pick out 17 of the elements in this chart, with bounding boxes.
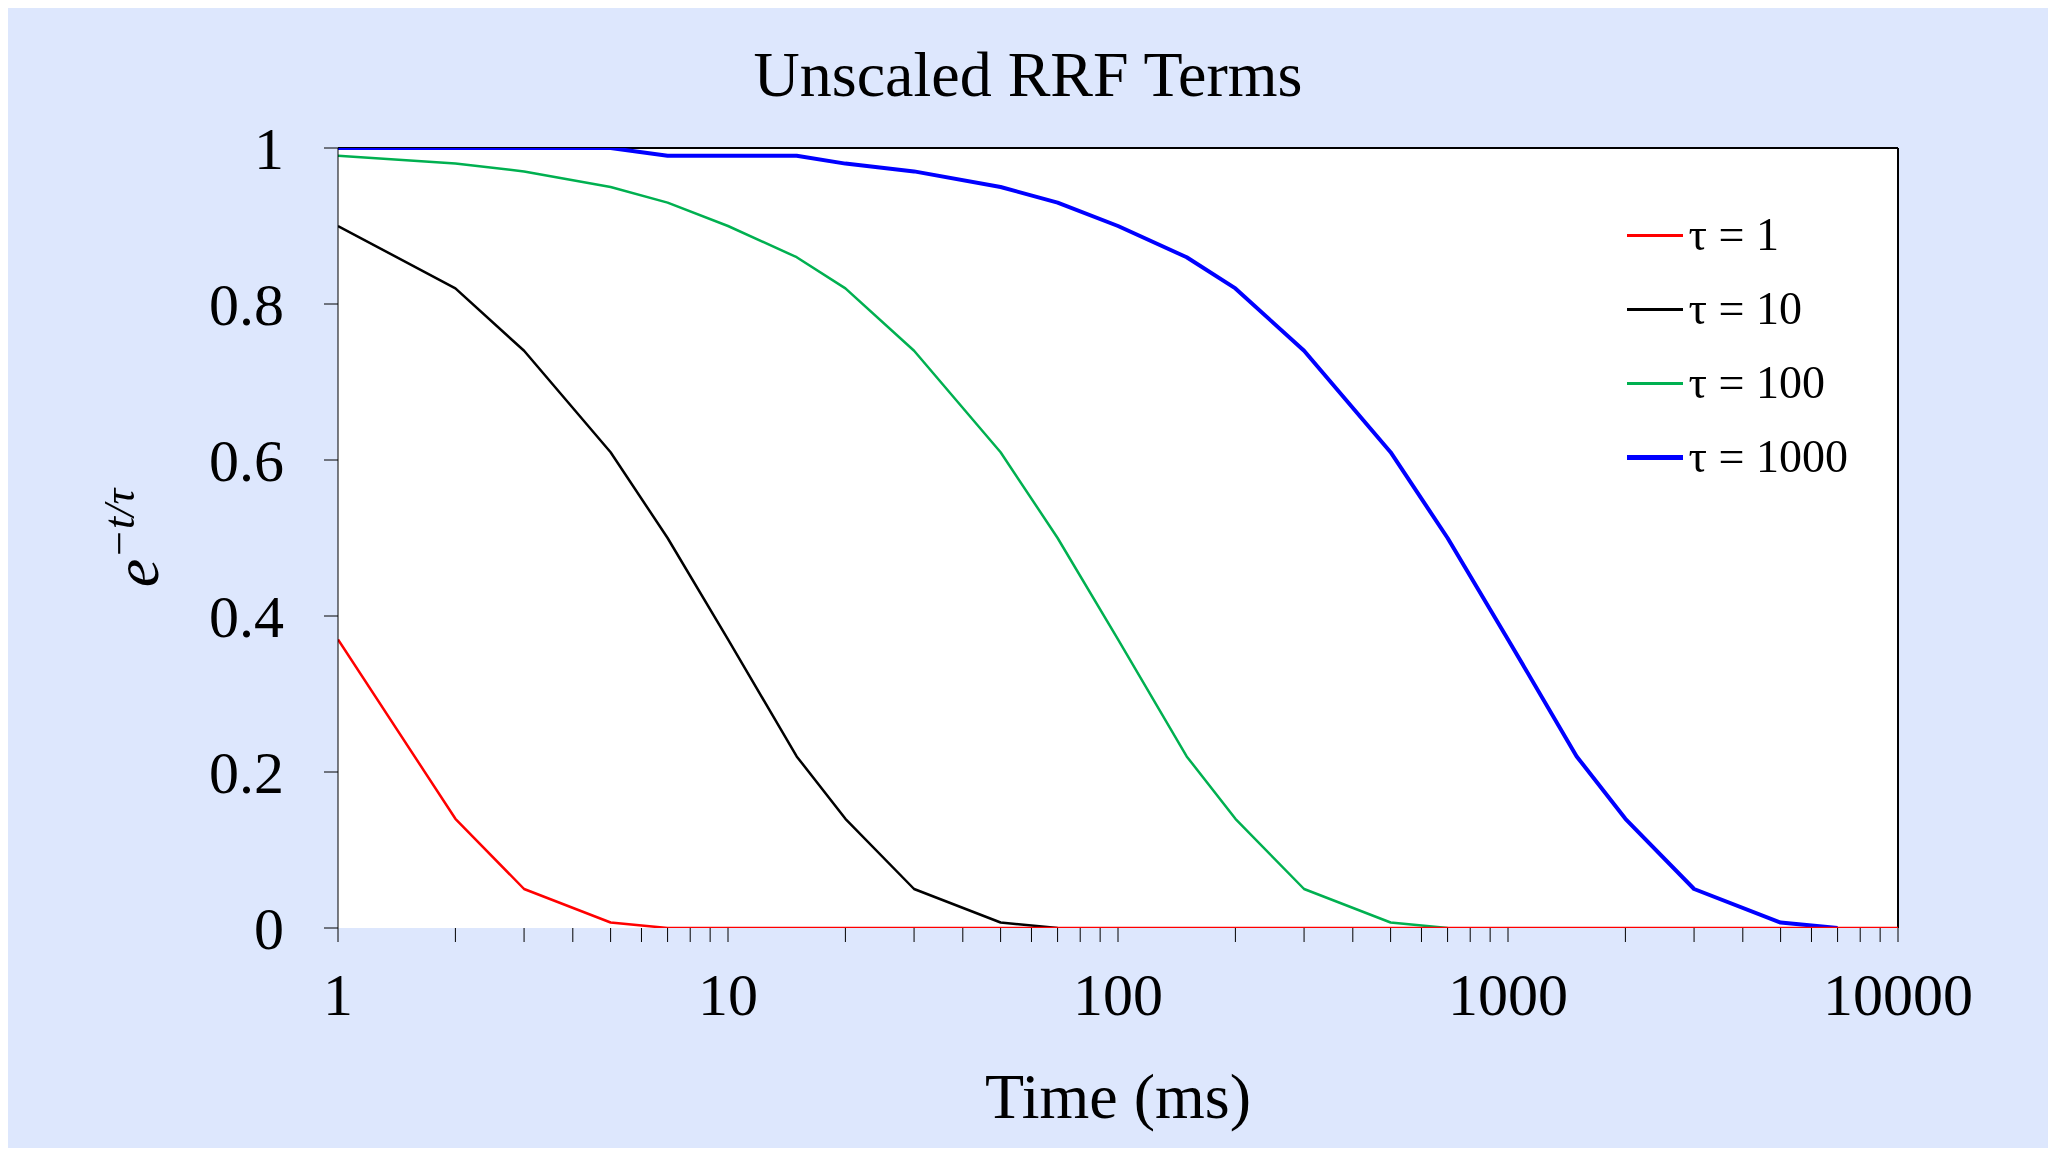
legend-label: τ = 10 (1688, 282, 1802, 336)
x-axis-title: Time (ms) (984, 1061, 1252, 1132)
y-tick-label: 0.8 (209, 272, 284, 339)
legend-label: τ = 1 (1688, 208, 1779, 262)
y-tick-label: 0 (254, 896, 284, 963)
x-tick-label: 1 (323, 961, 353, 1028)
x-tick-label: 10 (698, 961, 758, 1028)
y-tick-label: 1 (254, 116, 284, 183)
x-tick-label: 10000 (1823, 961, 1973, 1028)
chart-title: Unscaled RRF Terms (752, 38, 1304, 112)
y-tick-label: 0.2 (209, 740, 284, 807)
y-tick-label: 0.4 (209, 584, 284, 651)
x-tick-label: 100 (1073, 961, 1163, 1028)
y-tick-label: 0.6 (209, 428, 284, 495)
legend-label: τ = 100 (1688, 356, 1825, 410)
legend-label: τ = 1000 (1688, 430, 1848, 484)
x-tick-label: 1000 (1448, 961, 1568, 1028)
